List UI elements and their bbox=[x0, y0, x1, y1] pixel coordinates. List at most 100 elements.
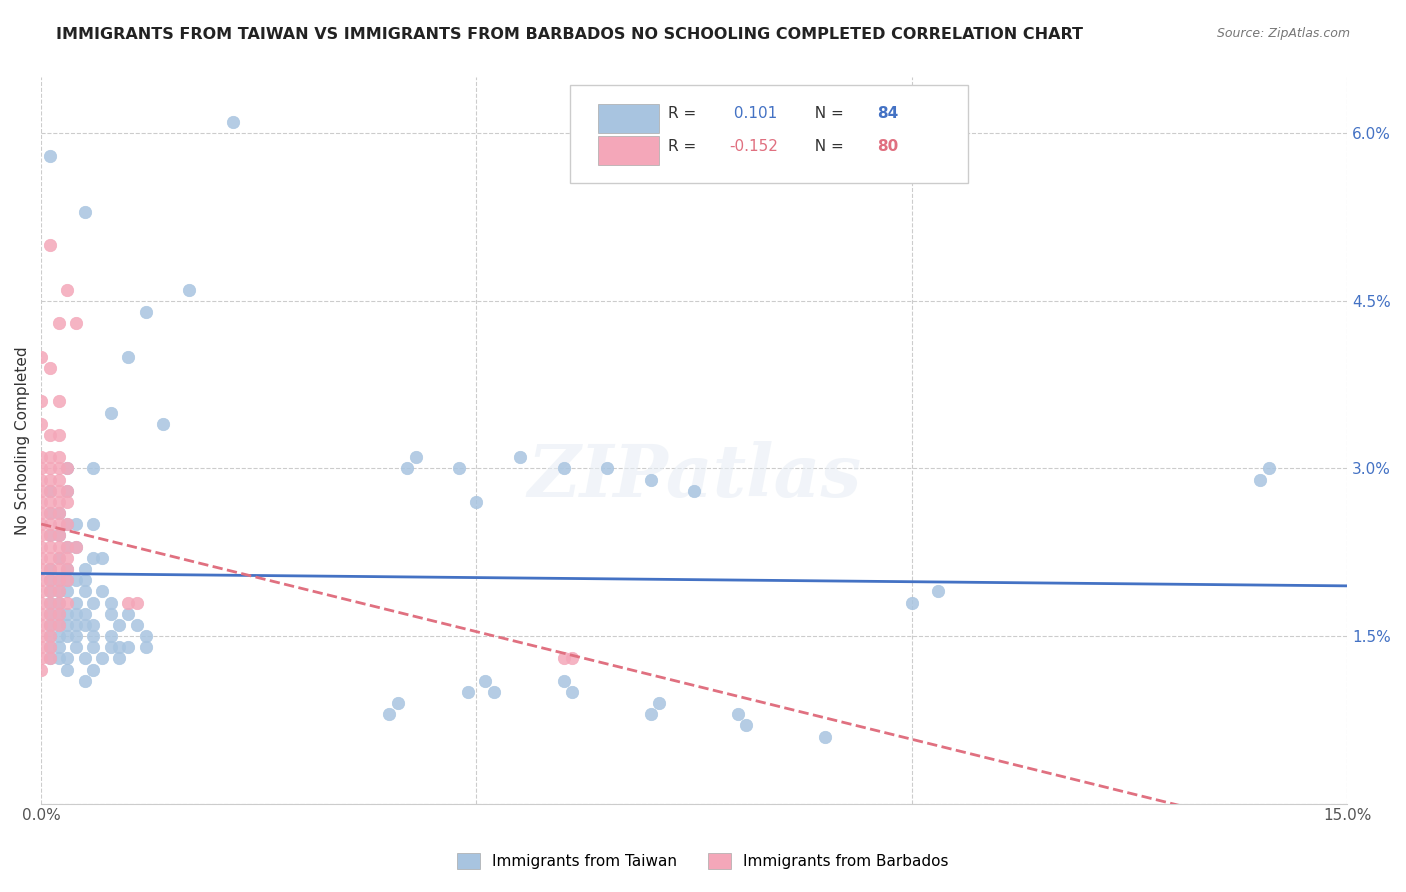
Point bbox=[30, 663, 52, 677]
Point bbox=[82, 663, 104, 677]
Point bbox=[553, 461, 575, 475]
Point bbox=[1257, 461, 1279, 475]
Point bbox=[30, 607, 52, 621]
Point bbox=[100, 406, 122, 420]
Point bbox=[30, 461, 52, 475]
Point bbox=[100, 595, 122, 609]
Point bbox=[30, 517, 52, 532]
Point bbox=[735, 718, 758, 732]
Point bbox=[38, 573, 60, 587]
Point bbox=[56, 550, 79, 565]
Point bbox=[65, 595, 87, 609]
Point bbox=[56, 607, 79, 621]
Point bbox=[82, 629, 104, 643]
Point bbox=[405, 450, 427, 465]
Point bbox=[38, 629, 60, 643]
Point bbox=[38, 540, 60, 554]
Point bbox=[73, 573, 96, 587]
Point bbox=[48, 483, 70, 498]
Point bbox=[395, 461, 418, 475]
Text: -0.152: -0.152 bbox=[730, 139, 779, 154]
Point bbox=[65, 573, 87, 587]
Point bbox=[73, 673, 96, 688]
Point bbox=[38, 483, 60, 498]
FancyBboxPatch shape bbox=[569, 85, 969, 183]
Point bbox=[38, 651, 60, 665]
Y-axis label: No Schooling Completed: No Schooling Completed bbox=[15, 346, 30, 535]
Point bbox=[553, 673, 575, 688]
Point bbox=[100, 607, 122, 621]
Point bbox=[38, 584, 60, 599]
Point bbox=[48, 540, 70, 554]
Point bbox=[73, 204, 96, 219]
Point bbox=[38, 238, 60, 252]
Point bbox=[48, 640, 70, 655]
Point bbox=[100, 640, 122, 655]
Point bbox=[38, 483, 60, 498]
Point bbox=[65, 517, 87, 532]
Point bbox=[56, 495, 79, 509]
Point bbox=[561, 651, 583, 665]
Point bbox=[378, 707, 401, 722]
Point bbox=[38, 495, 60, 509]
Point bbox=[38, 148, 60, 162]
Point bbox=[509, 450, 531, 465]
Point bbox=[30, 573, 52, 587]
Point bbox=[38, 618, 60, 632]
Point bbox=[38, 629, 60, 643]
Point bbox=[48, 629, 70, 643]
Point bbox=[30, 540, 52, 554]
Text: 80: 80 bbox=[877, 139, 898, 154]
Point bbox=[48, 506, 70, 520]
Point bbox=[56, 618, 79, 632]
Point bbox=[73, 607, 96, 621]
Point bbox=[56, 540, 79, 554]
Point bbox=[30, 473, 52, 487]
Point bbox=[56, 540, 79, 554]
Point bbox=[48, 495, 70, 509]
Point bbox=[30, 394, 52, 409]
Point bbox=[30, 528, 52, 542]
Point bbox=[56, 573, 79, 587]
Point bbox=[482, 685, 505, 699]
Point bbox=[30, 350, 52, 364]
Point bbox=[100, 629, 122, 643]
Point bbox=[48, 450, 70, 465]
Point bbox=[30, 483, 52, 498]
Text: R =: R = bbox=[668, 139, 702, 154]
Point bbox=[48, 461, 70, 475]
Point bbox=[38, 584, 60, 599]
Point bbox=[179, 283, 201, 297]
Point bbox=[38, 651, 60, 665]
Point bbox=[56, 483, 79, 498]
Point bbox=[117, 640, 139, 655]
Point bbox=[65, 640, 87, 655]
Point bbox=[56, 461, 79, 475]
Point bbox=[56, 595, 79, 609]
Point bbox=[38, 562, 60, 576]
Point bbox=[30, 629, 52, 643]
Point bbox=[30, 562, 52, 576]
Point bbox=[901, 595, 924, 609]
Point bbox=[48, 595, 70, 609]
Point bbox=[65, 607, 87, 621]
Text: Source: ZipAtlas.com: Source: ZipAtlas.com bbox=[1216, 27, 1350, 40]
Point bbox=[30, 417, 52, 431]
Point bbox=[56, 517, 79, 532]
Text: IMMIGRANTS FROM TAIWAN VS IMMIGRANTS FROM BARBADOS NO SCHOOLING COMPLETED CORREL: IMMIGRANTS FROM TAIWAN VS IMMIGRANTS FRO… bbox=[56, 27, 1083, 42]
Point bbox=[56, 283, 79, 297]
Point bbox=[117, 595, 139, 609]
Point bbox=[82, 517, 104, 532]
Point bbox=[65, 540, 87, 554]
Point bbox=[48, 506, 70, 520]
Point bbox=[465, 495, 488, 509]
Point bbox=[125, 595, 148, 609]
Point bbox=[56, 629, 79, 643]
Point bbox=[38, 640, 60, 655]
Point bbox=[38, 550, 60, 565]
Point bbox=[38, 595, 60, 609]
Point bbox=[65, 618, 87, 632]
Point bbox=[814, 730, 837, 744]
Point bbox=[56, 651, 79, 665]
Point bbox=[48, 394, 70, 409]
